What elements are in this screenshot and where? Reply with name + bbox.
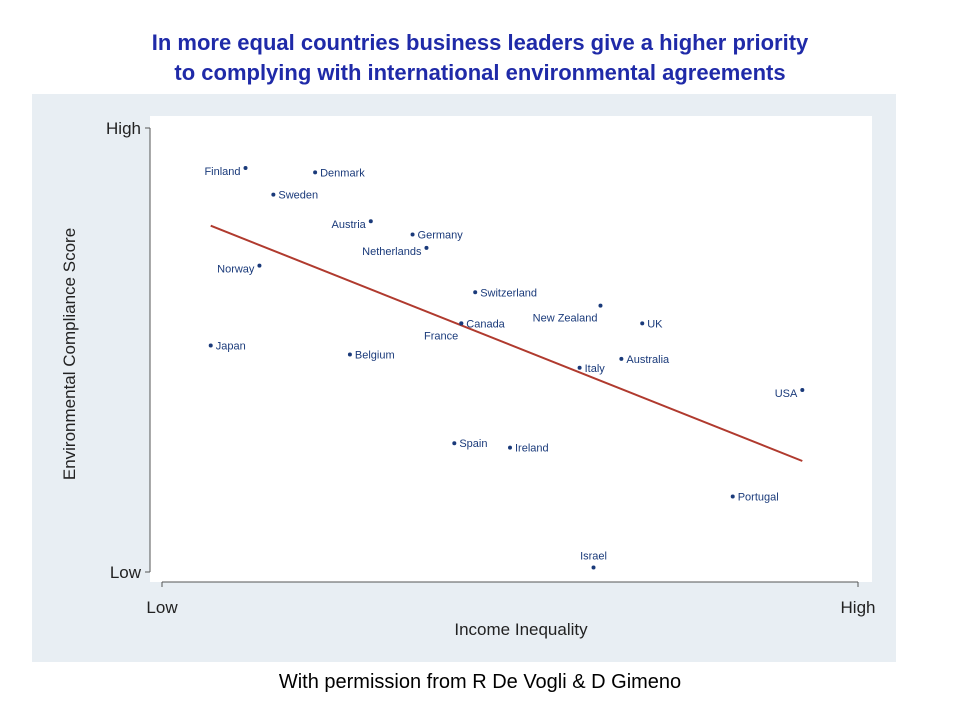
data-point xyxy=(473,290,478,295)
x-tick-label: High xyxy=(841,598,876,617)
fit-line xyxy=(210,224,803,462)
data-point-label: Finland xyxy=(204,166,240,178)
data-point xyxy=(640,321,645,326)
data-point xyxy=(410,232,415,237)
data-point-label: Switzerland xyxy=(480,287,537,299)
data-point xyxy=(243,165,248,170)
data-point xyxy=(619,356,624,361)
data-point-label: UK xyxy=(647,318,663,330)
data-point xyxy=(452,441,457,446)
data-point-label: Netherlands xyxy=(362,246,422,258)
data-point-label: Japan xyxy=(216,341,246,353)
data-point-label: Denmark xyxy=(320,167,365,179)
data-point-label: Italy xyxy=(585,363,606,375)
data-point xyxy=(508,445,512,450)
data-point-label: Sweden xyxy=(278,190,318,202)
data-point-label: Australia xyxy=(626,354,670,366)
data-point-label: Belgium xyxy=(355,349,395,361)
data-point xyxy=(591,565,596,570)
chart-title: In more equal countries business leaders… xyxy=(0,28,960,88)
chart-title-line1: In more equal countries business leaders… xyxy=(151,30,809,55)
data-point-label: Spain xyxy=(459,438,487,450)
data-point-label: New Zealand xyxy=(533,313,598,325)
data-point-label: Canada xyxy=(466,318,505,330)
data-point xyxy=(459,321,464,326)
y-tick-label: Low xyxy=(110,563,142,582)
data-point xyxy=(424,245,429,250)
x-tick-label: Low xyxy=(146,598,178,617)
data-point-label: Israel xyxy=(580,551,607,563)
data-point xyxy=(598,303,603,308)
data-point xyxy=(577,365,582,370)
data-point-label: Germany xyxy=(418,230,464,242)
data-point xyxy=(800,387,805,392)
data-point xyxy=(313,170,318,175)
data-point-label: Portugal xyxy=(738,492,779,504)
attribution-caption: With permission from R De Vogli & D Gime… xyxy=(278,671,682,693)
data-point-label: Austria xyxy=(332,219,367,231)
data-point xyxy=(271,192,276,197)
plot-area xyxy=(150,116,872,582)
data-point xyxy=(257,263,262,268)
data-point xyxy=(347,352,352,357)
data-point-label: Norway xyxy=(217,264,255,276)
x-axis-label: Income Inequality xyxy=(454,620,588,639)
y-tick-label: High xyxy=(106,119,141,138)
chart-title-line2: to complying with international environm… xyxy=(174,60,786,85)
data-point xyxy=(730,494,735,499)
data-point-label: USA xyxy=(775,388,798,400)
data-point xyxy=(368,219,373,224)
data-point-label: France xyxy=(424,330,458,342)
data-point-label: Ireland xyxy=(515,443,549,455)
y-axis-label: Environmental Compliance Score xyxy=(60,228,79,480)
data-point xyxy=(208,343,213,348)
